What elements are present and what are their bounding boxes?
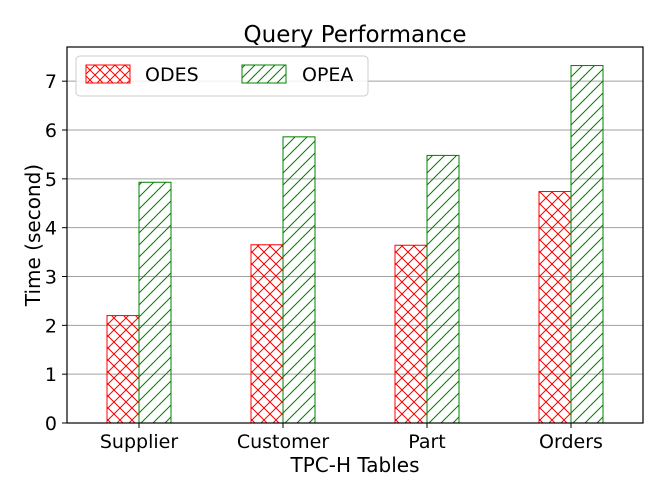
bar-opea-orders xyxy=(570,65,604,424)
y-tick-label: 0 xyxy=(45,413,57,435)
bar-opea-part xyxy=(426,154,460,424)
bar-odes-customer xyxy=(250,244,284,424)
bar-odes-supplier xyxy=(106,315,140,424)
legend-label-opea: OPEA xyxy=(302,64,353,86)
legend-swatch-opea xyxy=(241,64,287,84)
y-tick-label: 4 xyxy=(45,218,57,240)
bars xyxy=(106,65,604,424)
bar-opea-customer xyxy=(282,136,316,424)
legend-box xyxy=(75,55,369,97)
bar-odes-part xyxy=(394,244,428,424)
x-axis-ticks: Supplier Customer Part Orders xyxy=(100,423,603,453)
legend: ODES OPEA xyxy=(75,55,369,97)
legend-label-odes: ODES xyxy=(145,64,199,86)
chart-title: Query Performance xyxy=(244,22,467,48)
x-tick-label-part: Part xyxy=(408,431,446,453)
y-axis-title: Time (second) xyxy=(21,164,45,307)
bar-odes-orders xyxy=(538,191,572,424)
y-tick-label: 2 xyxy=(45,315,57,337)
y-tick-label: 5 xyxy=(45,169,57,191)
x-axis-title: TPC-H Tables xyxy=(290,453,420,477)
legend-swatch-odes xyxy=(85,64,131,84)
y-tick-label: 6 xyxy=(45,120,57,142)
y-axis-ticks: 0 1 2 3 4 5 6 7 xyxy=(45,71,67,435)
x-tick-label-orders: Orders xyxy=(539,431,603,453)
y-tick-label: 7 xyxy=(45,71,57,93)
y-tick-label: 3 xyxy=(45,267,57,289)
y-tick-label: 1 xyxy=(45,364,57,386)
plot-frame xyxy=(66,46,644,424)
x-tick-label-supplier: Supplier xyxy=(100,431,178,453)
bar-opea-supplier xyxy=(138,181,172,424)
x-tick-label-customer: Customer xyxy=(237,431,329,453)
